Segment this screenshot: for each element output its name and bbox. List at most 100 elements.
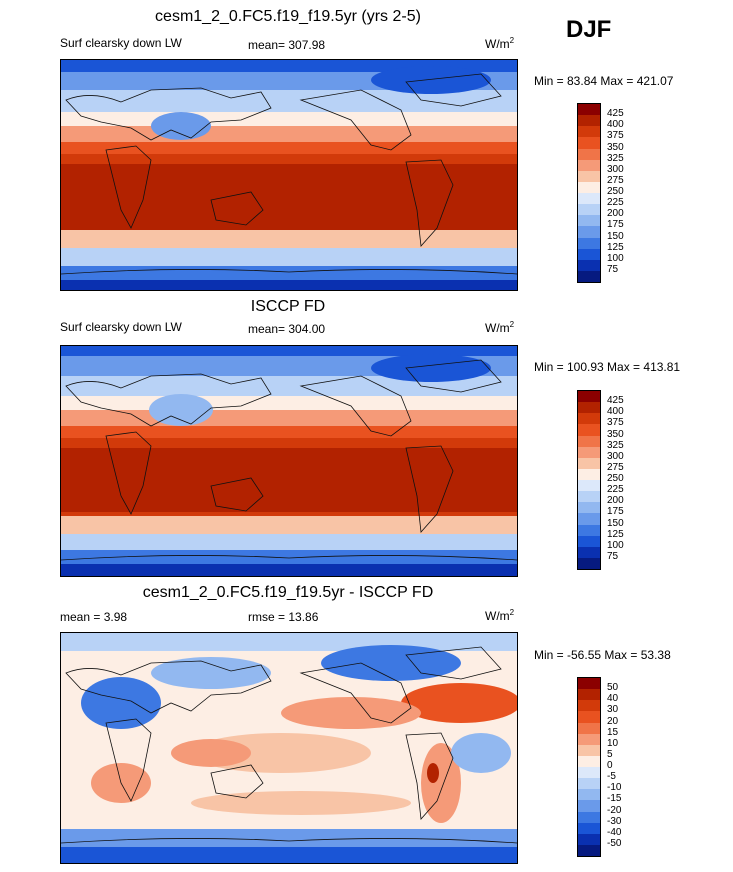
panel-3-mean: mean = 3.98 [60, 610, 128, 624]
colorbar-tick-label: 325 [607, 439, 624, 451]
colorbar-tick-label: -5 [607, 771, 616, 783]
panel-2-mean: mean= 304.00 [248, 322, 326, 336]
colorbar-tick-label: 375 [607, 130, 624, 142]
colorbar-segment [578, 435, 600, 447]
colorbar-segment [578, 104, 600, 116]
colorbar-segment [578, 722, 600, 734]
colorbar-segment [578, 237, 600, 249]
colorbar-tick-label: 375 [607, 417, 624, 429]
panel-2-colorbar [577, 390, 601, 570]
colorbar-tick-label: 425 [607, 395, 624, 407]
colorbar-tick-label: -40 [607, 826, 622, 838]
panel-1-map-svg [61, 60, 517, 290]
panel-2-minmax: Min = 100.93 Max = 413.81 [534, 360, 681, 374]
colorbar-tick-label: 75 [607, 263, 619, 275]
colorbar-tick-label: 125 [607, 241, 624, 253]
colorbar-tick-label: 5 [607, 748, 613, 760]
colorbar-segment [578, 502, 600, 514]
colorbar-tick-label: -20 [607, 804, 622, 816]
colorbar-tick-label: -15 [607, 793, 622, 805]
panel-2-title: ISCCP FD [250, 298, 326, 315]
colorbar-tick-label: 225 [607, 197, 624, 209]
colorbar-tick-label: 400 [607, 119, 624, 131]
colorbar-segment [578, 446, 600, 458]
colorbar-tick-label: 250 [607, 186, 624, 197]
panel-3-units: W/m2 [485, 608, 515, 623]
colorbar-tick-label: 30 [607, 704, 619, 716]
colorbar-segment [578, 524, 600, 536]
panel-2-units: W/m2 [485, 320, 515, 335]
colorbar-segment [578, 259, 600, 271]
colorbar-tick-label: 300 [607, 163, 624, 175]
colorbar-segment [578, 491, 600, 503]
colorbar-segment [578, 535, 600, 547]
colorbar-tick-label: 40 [607, 693, 619, 705]
panel-3-title: cesm1_2_0.FC5.f19_f19.5yr - ISCCP FD [142, 584, 434, 601]
colorbar-tick-label: 125 [607, 528, 624, 540]
panel-2-variable: Surf clearsky down LW [60, 320, 182, 334]
colorbar-segment [578, 822, 600, 834]
colorbar-segment [578, 391, 600, 403]
panel-1-minmax: Min = 83.84 Max = 421.07 [534, 74, 674, 88]
colorbar-tick-label: 150 [607, 230, 624, 242]
colorbar-tick-label: 350 [607, 141, 624, 153]
colorbar-segment [578, 137, 600, 149]
colorbar-tick-label: 20 [607, 715, 619, 727]
colorbar-segment [578, 126, 600, 138]
colorbar-segment [578, 711, 600, 723]
colorbar-tick-label: -30 [607, 815, 622, 827]
colorbar-tick-label: 225 [607, 484, 624, 496]
colorbar-segment [578, 800, 600, 812]
colorbar-tick-label: 15 [607, 726, 619, 738]
colorbar-segment [578, 778, 600, 790]
colorbar-segment [578, 789, 600, 801]
colorbar-tick-label: -50 [607, 837, 622, 849]
colorbar-tick-label: 400 [607, 406, 624, 418]
panel-1-title: cesm1_2_0.FC5.f19_f19.5yr (yrs 2-5) [155, 8, 421, 25]
colorbar-tick-label: 10 [607, 737, 619, 749]
colorbar-segment [578, 115, 600, 127]
colorbar-segment [578, 226, 600, 238]
colorbar-segment [578, 546, 600, 558]
colorbar-segment [578, 270, 600, 282]
panel-1-colorbar [577, 103, 601, 283]
colorbar-segment [578, 513, 600, 525]
colorbar-tick-label: 100 [607, 252, 624, 264]
colorbar-tick-label: 275 [607, 461, 624, 473]
colorbar-segment [578, 678, 600, 690]
colorbar-tick-label: 425 [607, 108, 624, 120]
colorbar-segment [578, 215, 600, 227]
colorbar-tick-label: 250 [607, 473, 624, 484]
colorbar-tick-label: 75 [607, 550, 619, 562]
colorbar-segment [578, 424, 600, 436]
colorbar-tick-label: 200 [607, 495, 624, 507]
panel-1-map [60, 59, 518, 291]
colorbar-segment [578, 170, 600, 182]
colorbar-tick-label: 175 [607, 506, 624, 518]
colorbar-tick-label: 50 [607, 682, 619, 694]
colorbar-segment [578, 480, 600, 492]
panel-3-colorbar [577, 677, 601, 857]
colorbar-segment [578, 159, 600, 171]
colorbar-segment [578, 193, 600, 205]
colorbar-tick-label: 175 [607, 219, 624, 231]
colorbar-tick-label: 150 [607, 517, 624, 529]
colorbar-segment [578, 557, 600, 569]
colorbar-segment [578, 402, 600, 414]
panel-3-map-svg [61, 633, 517, 863]
panel-1-units: W/m2 [485, 36, 515, 51]
panel-3-rmse: rmse = 13.86 [248, 610, 319, 624]
colorbar-tick-label: 275 [607, 174, 624, 186]
colorbar-segment [578, 844, 600, 856]
colorbar-segment [578, 181, 600, 193]
colorbar-tick-label: 325 [607, 152, 624, 164]
panel-3-minmax: Min = -56.55 Max = 53.38 [534, 648, 671, 662]
colorbar-segment [578, 744, 600, 756]
colorbar-segment [578, 811, 600, 823]
colorbar-segment [578, 689, 600, 701]
colorbar-segment [578, 457, 600, 469]
colorbar-segment [578, 767, 600, 779]
colorbar-segment [578, 148, 600, 160]
colorbar-tick-label: 200 [607, 208, 624, 220]
colorbar-segment [578, 413, 600, 425]
